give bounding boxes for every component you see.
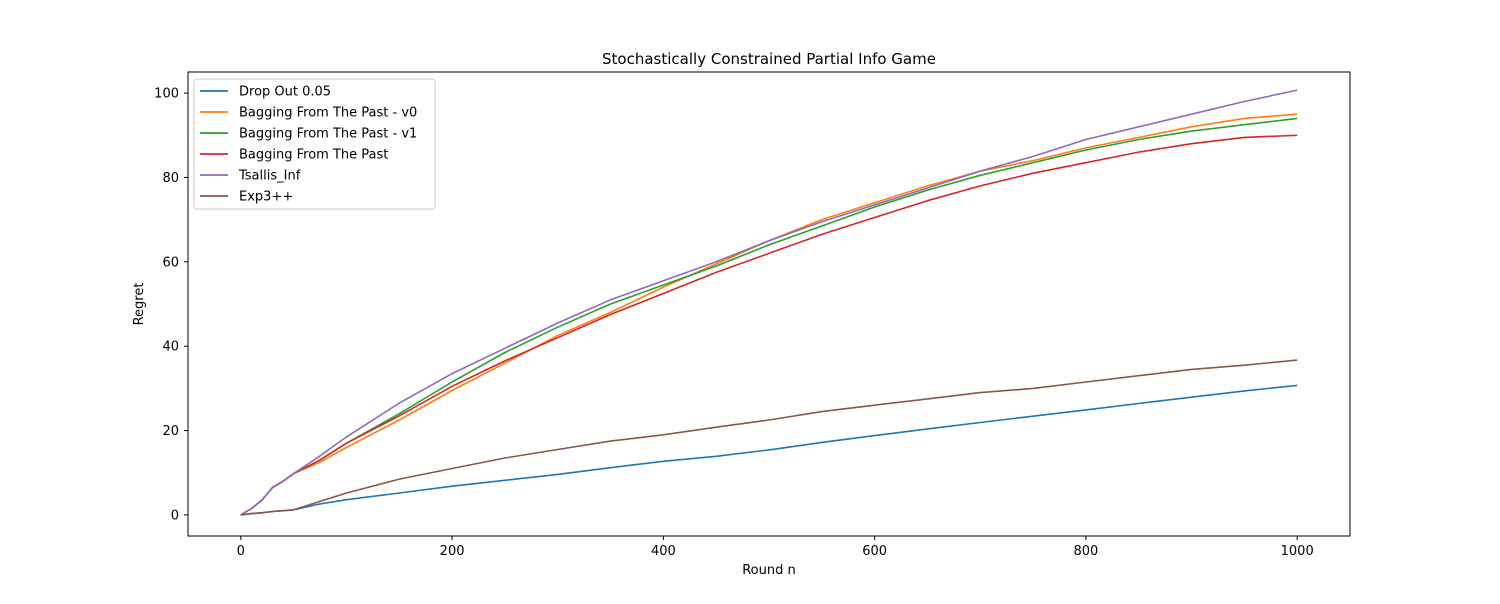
legend: Drop Out 0.05 Bagging From The Past - v0 B… bbox=[193, 78, 436, 210]
plot-lines bbox=[240, 89, 1298, 516]
x-tick-label: 200 bbox=[440, 544, 465, 559]
y-tick-label: 20 bbox=[162, 424, 179, 439]
y-tick-label: 80 bbox=[162, 171, 179, 186]
y-tick-label: 60 bbox=[162, 255, 179, 270]
legend-label-0: Drop Out 0.05 bbox=[239, 85, 331, 100]
legend-label-5: Exp3++ bbox=[239, 190, 293, 205]
x-axis-label: Round n bbox=[742, 563, 796, 578]
x-tick-label: 400 bbox=[651, 544, 676, 559]
y-tick-label: 0 bbox=[171, 508, 179, 523]
legend-label-3: Bagging From The Past bbox=[239, 148, 388, 163]
y-tick-label: 40 bbox=[162, 340, 179, 355]
x-tick-label: 0 bbox=[237, 544, 245, 559]
legend-label-4: Tsallis_Inf bbox=[238, 169, 301, 184]
y-axis-label: Regret bbox=[132, 283, 147, 326]
series-line-5 bbox=[240, 359, 1298, 516]
series-line-4 bbox=[240, 89, 1298, 516]
chart-title: Stochastically Constrained Partial Info … bbox=[602, 50, 936, 68]
legend-label-2: Bagging From The Past - v1 bbox=[239, 127, 417, 142]
y-axis-ticks: 0 20 40 60 80 100 bbox=[154, 87, 188, 523]
x-tick-label: 800 bbox=[1073, 544, 1098, 559]
x-tick-label: 600 bbox=[862, 544, 887, 559]
axes-frame bbox=[187, 71, 1351, 537]
legend-label-1: Bagging From The Past - v0 bbox=[239, 106, 417, 121]
x-tick-label: 1000 bbox=[1281, 544, 1314, 559]
legend-box bbox=[193, 78, 436, 210]
y-tick-label: 100 bbox=[154, 87, 179, 102]
x-axis-ticks: 0 200 400 600 800 1000 bbox=[237, 536, 1314, 559]
